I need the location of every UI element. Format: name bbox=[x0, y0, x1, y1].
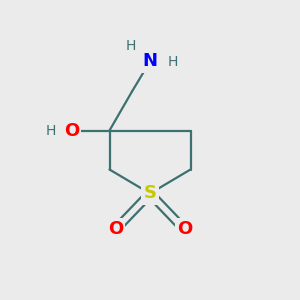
Text: O: O bbox=[177, 220, 192, 238]
Text: O: O bbox=[108, 220, 123, 238]
Text: O: O bbox=[64, 122, 80, 140]
Text: H: H bbox=[46, 124, 56, 137]
Text: H: H bbox=[167, 55, 178, 68]
Text: H: H bbox=[125, 40, 136, 53]
Text: S: S bbox=[143, 184, 157, 202]
Text: N: N bbox=[142, 52, 158, 70]
